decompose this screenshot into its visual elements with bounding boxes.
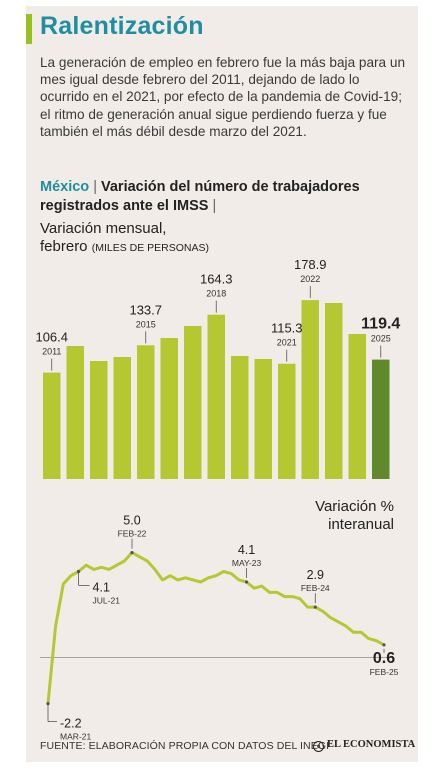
bar-value-label: 133.7	[129, 302, 162, 317]
line-value-label: 4.1	[93, 580, 110, 594]
line-value-label: 2.9	[307, 568, 324, 582]
bar-2012	[66, 346, 84, 479]
country-label: México	[40, 179, 90, 195]
intro-paragraph: La generación de empleo en febrero fue l…	[40, 55, 406, 139]
bar-year-label: 2018	[206, 289, 226, 299]
line-date-label: FEB-24	[301, 583, 330, 593]
line-date-label: MAR-21	[60, 732, 91, 742]
line-chart-label-line1: Variación %	[315, 498, 394, 515]
subtitle-line2: febrero	[40, 238, 88, 255]
line-value-label: 0.6	[373, 650, 395, 667]
bar-year-label: 2021	[277, 338, 297, 348]
bar-2015	[137, 345, 155, 479]
bar-value-label: 164.3	[200, 272, 233, 287]
line-value-label: 4.1	[238, 543, 255, 557]
line-point-marker	[313, 605, 317, 609]
chart-subtitle: Variación mensual, febrero (MILES DE PER…	[40, 220, 340, 257]
bar-year-label: 2025	[371, 334, 391, 344]
line-value-label: -2.2	[60, 717, 82, 731]
bar-value-label: 119.4	[361, 316, 400, 333]
bar-year-label: 2015	[136, 319, 156, 329]
separator: |	[93, 179, 101, 195]
line-point-marker	[130, 550, 134, 555]
line-point-marker	[244, 580, 249, 584]
bar-2025	[372, 359, 390, 479]
brand-name: EL ECONOMISTA	[327, 739, 416, 750]
line-value-label: 5.0	[123, 514, 140, 528]
bar-value-label: 178.9	[294, 257, 327, 272]
page-title: Ralentización	[40, 12, 204, 40]
bar-year-label: 2011	[42, 347, 61, 357]
bar-2019	[231, 356, 249, 479]
chart-header: México | Variación del número de trabaja…	[40, 178, 410, 216]
bar-value-label: 115.3	[271, 321, 303, 336]
bar-value-label: 106.4	[35, 330, 68, 345]
title-accent-bar	[26, 14, 32, 44]
interannual-line	[46, 551, 385, 704]
bar-2020	[254, 359, 272, 479]
bar-2013	[90, 361, 108, 479]
brand-logo: e EL ECONOMISTA	[313, 739, 415, 752]
line-date-label: MAY-23	[232, 558, 262, 568]
source-footer: FUENTE: ELABORACIÓN PROPIA CON DATOS DEL…	[40, 740, 330, 752]
bar-2018	[207, 314, 225, 479]
line-chart-label: Variación % interanual	[315, 498, 394, 534]
bar-2017	[184, 326, 202, 479]
bar-2021	[278, 363, 296, 479]
bar-2024	[348, 334, 366, 479]
bar-year-label: 2022	[300, 274, 320, 284]
line-chart-label-line2: interanual	[328, 516, 394, 533]
bar-2011	[43, 372, 61, 479]
separator: |	[212, 198, 217, 214]
subtitle-line1: Variación mensual,	[40, 220, 167, 237]
bar-2016	[160, 338, 178, 479]
line-point-marker	[382, 643, 386, 647]
bar-2014	[113, 357, 131, 479]
chart-title: Variación del número de trabajadores reg…	[40, 179, 360, 214]
line-date-label: FEB-25	[370, 667, 399, 677]
line-date-label: JUL-21	[93, 595, 121, 605]
bar-2022	[301, 300, 319, 479]
brand-mark-icon: e	[313, 741, 324, 752]
units-label: (MILES DE PERSONAS)	[91, 242, 209, 254]
line-date-label: FEB-22	[118, 529, 147, 539]
bar-2023	[325, 303, 343, 479]
